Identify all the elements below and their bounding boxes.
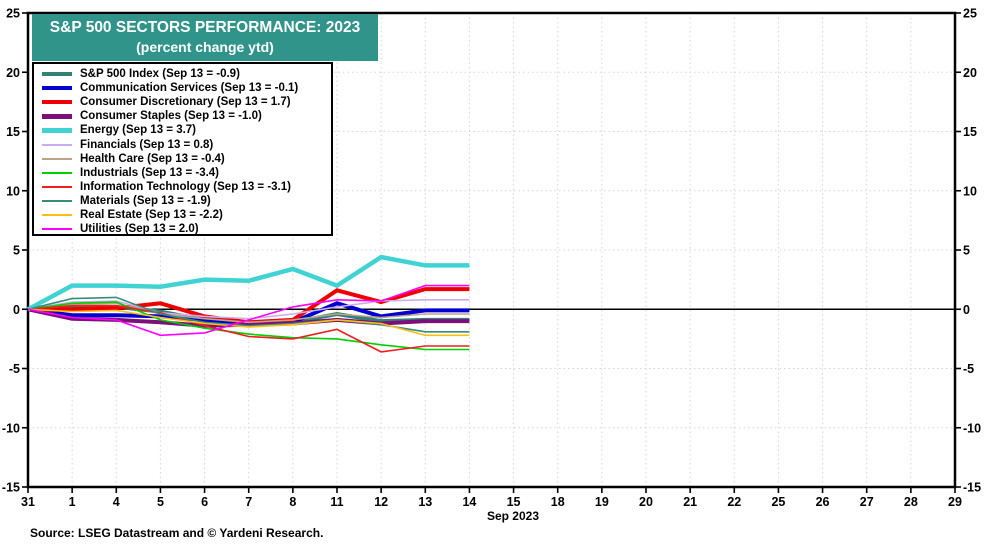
y-axis-label-right: 0 xyxy=(963,303,970,317)
y-axis-label-left: 20 xyxy=(6,66,20,80)
series-line-information-technology xyxy=(27,304,470,353)
series-line-industrials xyxy=(27,301,470,351)
x-axis-label: 18 xyxy=(551,495,565,509)
y-axis-label-right: 10 xyxy=(963,184,977,198)
x-axis-label: 7 xyxy=(245,495,252,509)
series-line-health-care xyxy=(27,302,470,324)
legend-item-communication-services: Communication Services (Sep 13 = -0.1) xyxy=(42,81,331,95)
x-axis-label: 14 xyxy=(462,495,476,509)
y-axis-label-right: -5 xyxy=(963,362,974,376)
y-axis-label-right: -15 xyxy=(963,481,981,495)
legend-swatch-consumer-discretionary xyxy=(42,99,72,105)
chart-title-box: S&P 500 SECTORS PERFORMANCE: 2023 (perce… xyxy=(32,14,378,61)
legend-swatch-real-estate xyxy=(42,213,72,216)
legend-label: Energy (Sep 13 = 3.7) xyxy=(80,124,197,137)
x-axis-label: 4 xyxy=(113,495,120,509)
legend-item-utilities: Utilities (Sep 13 = 2.0) xyxy=(42,222,331,236)
legend-swatch-materials xyxy=(42,199,72,202)
x-axis-label: 26 xyxy=(816,495,830,509)
source-note: Source: LSEG Datastream and © Yardeni Re… xyxy=(30,526,324,540)
legend-label: Information Technology (Sep 13 = -3.1) xyxy=(80,180,291,193)
x-axis-label: 29 xyxy=(948,495,962,509)
legend-label: Consumer Discretionary (Sep 13 = 1.7) xyxy=(80,96,291,109)
legend-label: Utilities (Sep 13 = 2.0) xyxy=(80,223,199,236)
legend-label: Financials (Sep 13 = 0.8) xyxy=(80,138,214,151)
x-axis-label: 15 xyxy=(507,495,521,509)
series-line-utilities xyxy=(27,284,470,337)
y-axis-label-left: 15 xyxy=(6,125,20,139)
x-axis-label: 20 xyxy=(639,495,653,509)
legend-item-health-care: Health Care (Sep 13 = -0.4) xyxy=(42,152,331,166)
x-axis-label: 27 xyxy=(860,495,874,509)
x-axis-label: 21 xyxy=(683,495,697,509)
legend-box: S&P 500 Index (Sep 13 = -0.9) Communicati… xyxy=(32,62,333,236)
x-axis-label: 19 xyxy=(595,495,609,509)
legend-label: Health Care (Sep 13 = -0.4) xyxy=(80,152,225,165)
y-axis-label-right: -10 xyxy=(963,421,981,435)
legend-item-materials: Materials (Sep 13 = -1.9) xyxy=(42,194,331,208)
y-axis-label-left: 5 xyxy=(13,244,20,258)
legend-item-sp500-index: S&P 500 Index (Sep 13 = -0.9) xyxy=(42,67,331,81)
x-axis-label: 5 xyxy=(157,495,164,509)
legend-swatch-energy xyxy=(42,128,72,133)
x-axis-month-label: Sep 2023 xyxy=(486,509,540,523)
legend-item-real-estate: Real Estate (Sep 13 = -2.2) xyxy=(42,208,331,222)
y-axis-label-left: 10 xyxy=(6,184,20,198)
plot-frame xyxy=(26,11,957,489)
y-axis-label-left: 0 xyxy=(13,303,20,317)
y-axis-label-right: 20 xyxy=(963,66,977,80)
y-axis-label-right: 5 xyxy=(963,244,970,258)
y-axis-label-right: 15 xyxy=(963,125,977,139)
legend-swatch-communication-services xyxy=(42,85,72,91)
y-axis-label-left: 25 xyxy=(6,7,20,21)
x-axis-label: 8 xyxy=(289,495,296,509)
legend-item-consumer-discretionary: Consumer Discretionary (Sep 13 = 1.7) xyxy=(42,95,331,109)
series-line-financials xyxy=(27,298,470,320)
series-line-real-estate xyxy=(27,308,470,337)
x-axis-label: 1 xyxy=(69,495,76,509)
chart-subtitle: (percent change ytd) xyxy=(136,39,274,55)
x-axis-label: 25 xyxy=(771,495,785,509)
legend-swatch-financials xyxy=(42,143,72,146)
x-axis-label: 31 xyxy=(21,495,35,509)
x-axis-label: 28 xyxy=(904,495,918,509)
x-axis-label: 12 xyxy=(374,495,388,509)
legend-label: S&P 500 Index (Sep 13 = -0.9) xyxy=(80,68,240,81)
legend-item-industrials: Industrials (Sep 13 = -3.4) xyxy=(42,166,331,180)
legend-swatch-health-care xyxy=(42,157,72,160)
x-axis-label: 22 xyxy=(727,495,741,509)
x-axis-label: 11 xyxy=(330,495,343,509)
y-axis-label-left: -15 xyxy=(2,481,20,495)
legend-label: Consumer Staples (Sep 13 = -1.0) xyxy=(80,110,262,123)
legend-swatch-industrials xyxy=(42,171,72,174)
series-line-energy xyxy=(26,254,470,312)
legend-item-information-technology: Information Technology (Sep 13 = -3.1) xyxy=(42,180,331,194)
y-axis-label-left: -10 xyxy=(2,421,20,435)
legend-label: Communication Services (Sep 13 = -0.1) xyxy=(80,82,299,95)
legend-label: Real Estate (Sep 13 = -2.2) xyxy=(80,208,223,221)
x-axis-label: 6 xyxy=(201,495,208,509)
legend-item-consumer-staples: Consumer Staples (Sep 13 = -1.0) xyxy=(42,109,331,123)
legend-item-financials: Financials (Sep 13 = 0.8) xyxy=(42,137,331,151)
legend-label: Materials (Sep 13 = -1.9) xyxy=(80,194,211,207)
chart-title: S&P 500 SECTORS PERFORMANCE: 2023 xyxy=(49,19,361,36)
y-axis-label-left: -5 xyxy=(9,362,20,376)
legend-item-energy: Energy (Sep 13 = 3.7) xyxy=(42,123,331,137)
y-axis-label-right: 25 xyxy=(963,7,977,21)
legend-swatch-sp500-index xyxy=(42,71,72,77)
legend-label: Industrials (Sep 13 = -3.4) xyxy=(80,166,220,179)
legend-swatch-consumer-staples xyxy=(42,114,72,119)
legend-swatch-information-technology xyxy=(42,185,72,188)
x-axis-label: 13 xyxy=(418,495,432,509)
legend-swatch-utilities xyxy=(42,228,72,231)
